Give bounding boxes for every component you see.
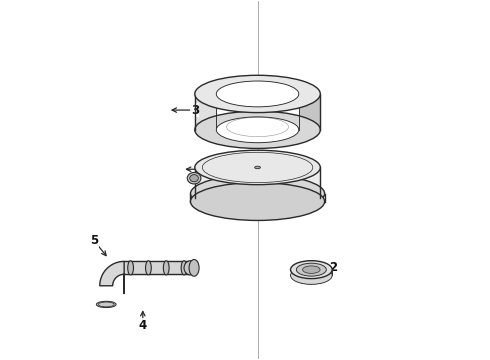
- Ellipse shape: [216, 117, 299, 143]
- Ellipse shape: [291, 266, 332, 284]
- Ellipse shape: [296, 263, 326, 276]
- Ellipse shape: [190, 175, 198, 182]
- FancyBboxPatch shape: [216, 94, 299, 130]
- Ellipse shape: [216, 81, 299, 107]
- Polygon shape: [100, 261, 124, 294]
- Ellipse shape: [195, 75, 320, 113]
- Polygon shape: [195, 169, 320, 198]
- Ellipse shape: [189, 260, 199, 276]
- Text: 2: 2: [329, 261, 337, 274]
- Ellipse shape: [97, 301, 116, 307]
- Ellipse shape: [146, 261, 151, 275]
- Ellipse shape: [128, 261, 133, 275]
- Ellipse shape: [191, 183, 324, 220]
- Ellipse shape: [184, 261, 197, 275]
- Ellipse shape: [191, 175, 324, 212]
- Ellipse shape: [255, 166, 260, 169]
- Ellipse shape: [291, 261, 332, 279]
- Text: 1: 1: [203, 163, 211, 176]
- Polygon shape: [195, 94, 216, 130]
- Text: 3: 3: [191, 104, 199, 117]
- Ellipse shape: [195, 111, 320, 148]
- Ellipse shape: [195, 150, 320, 185]
- Text: 5: 5: [90, 234, 98, 247]
- Ellipse shape: [204, 183, 311, 212]
- Text: 4: 4: [139, 319, 147, 332]
- Ellipse shape: [303, 266, 320, 273]
- Ellipse shape: [181, 261, 187, 275]
- Polygon shape: [299, 94, 320, 130]
- Ellipse shape: [187, 172, 201, 184]
- Ellipse shape: [163, 261, 169, 275]
